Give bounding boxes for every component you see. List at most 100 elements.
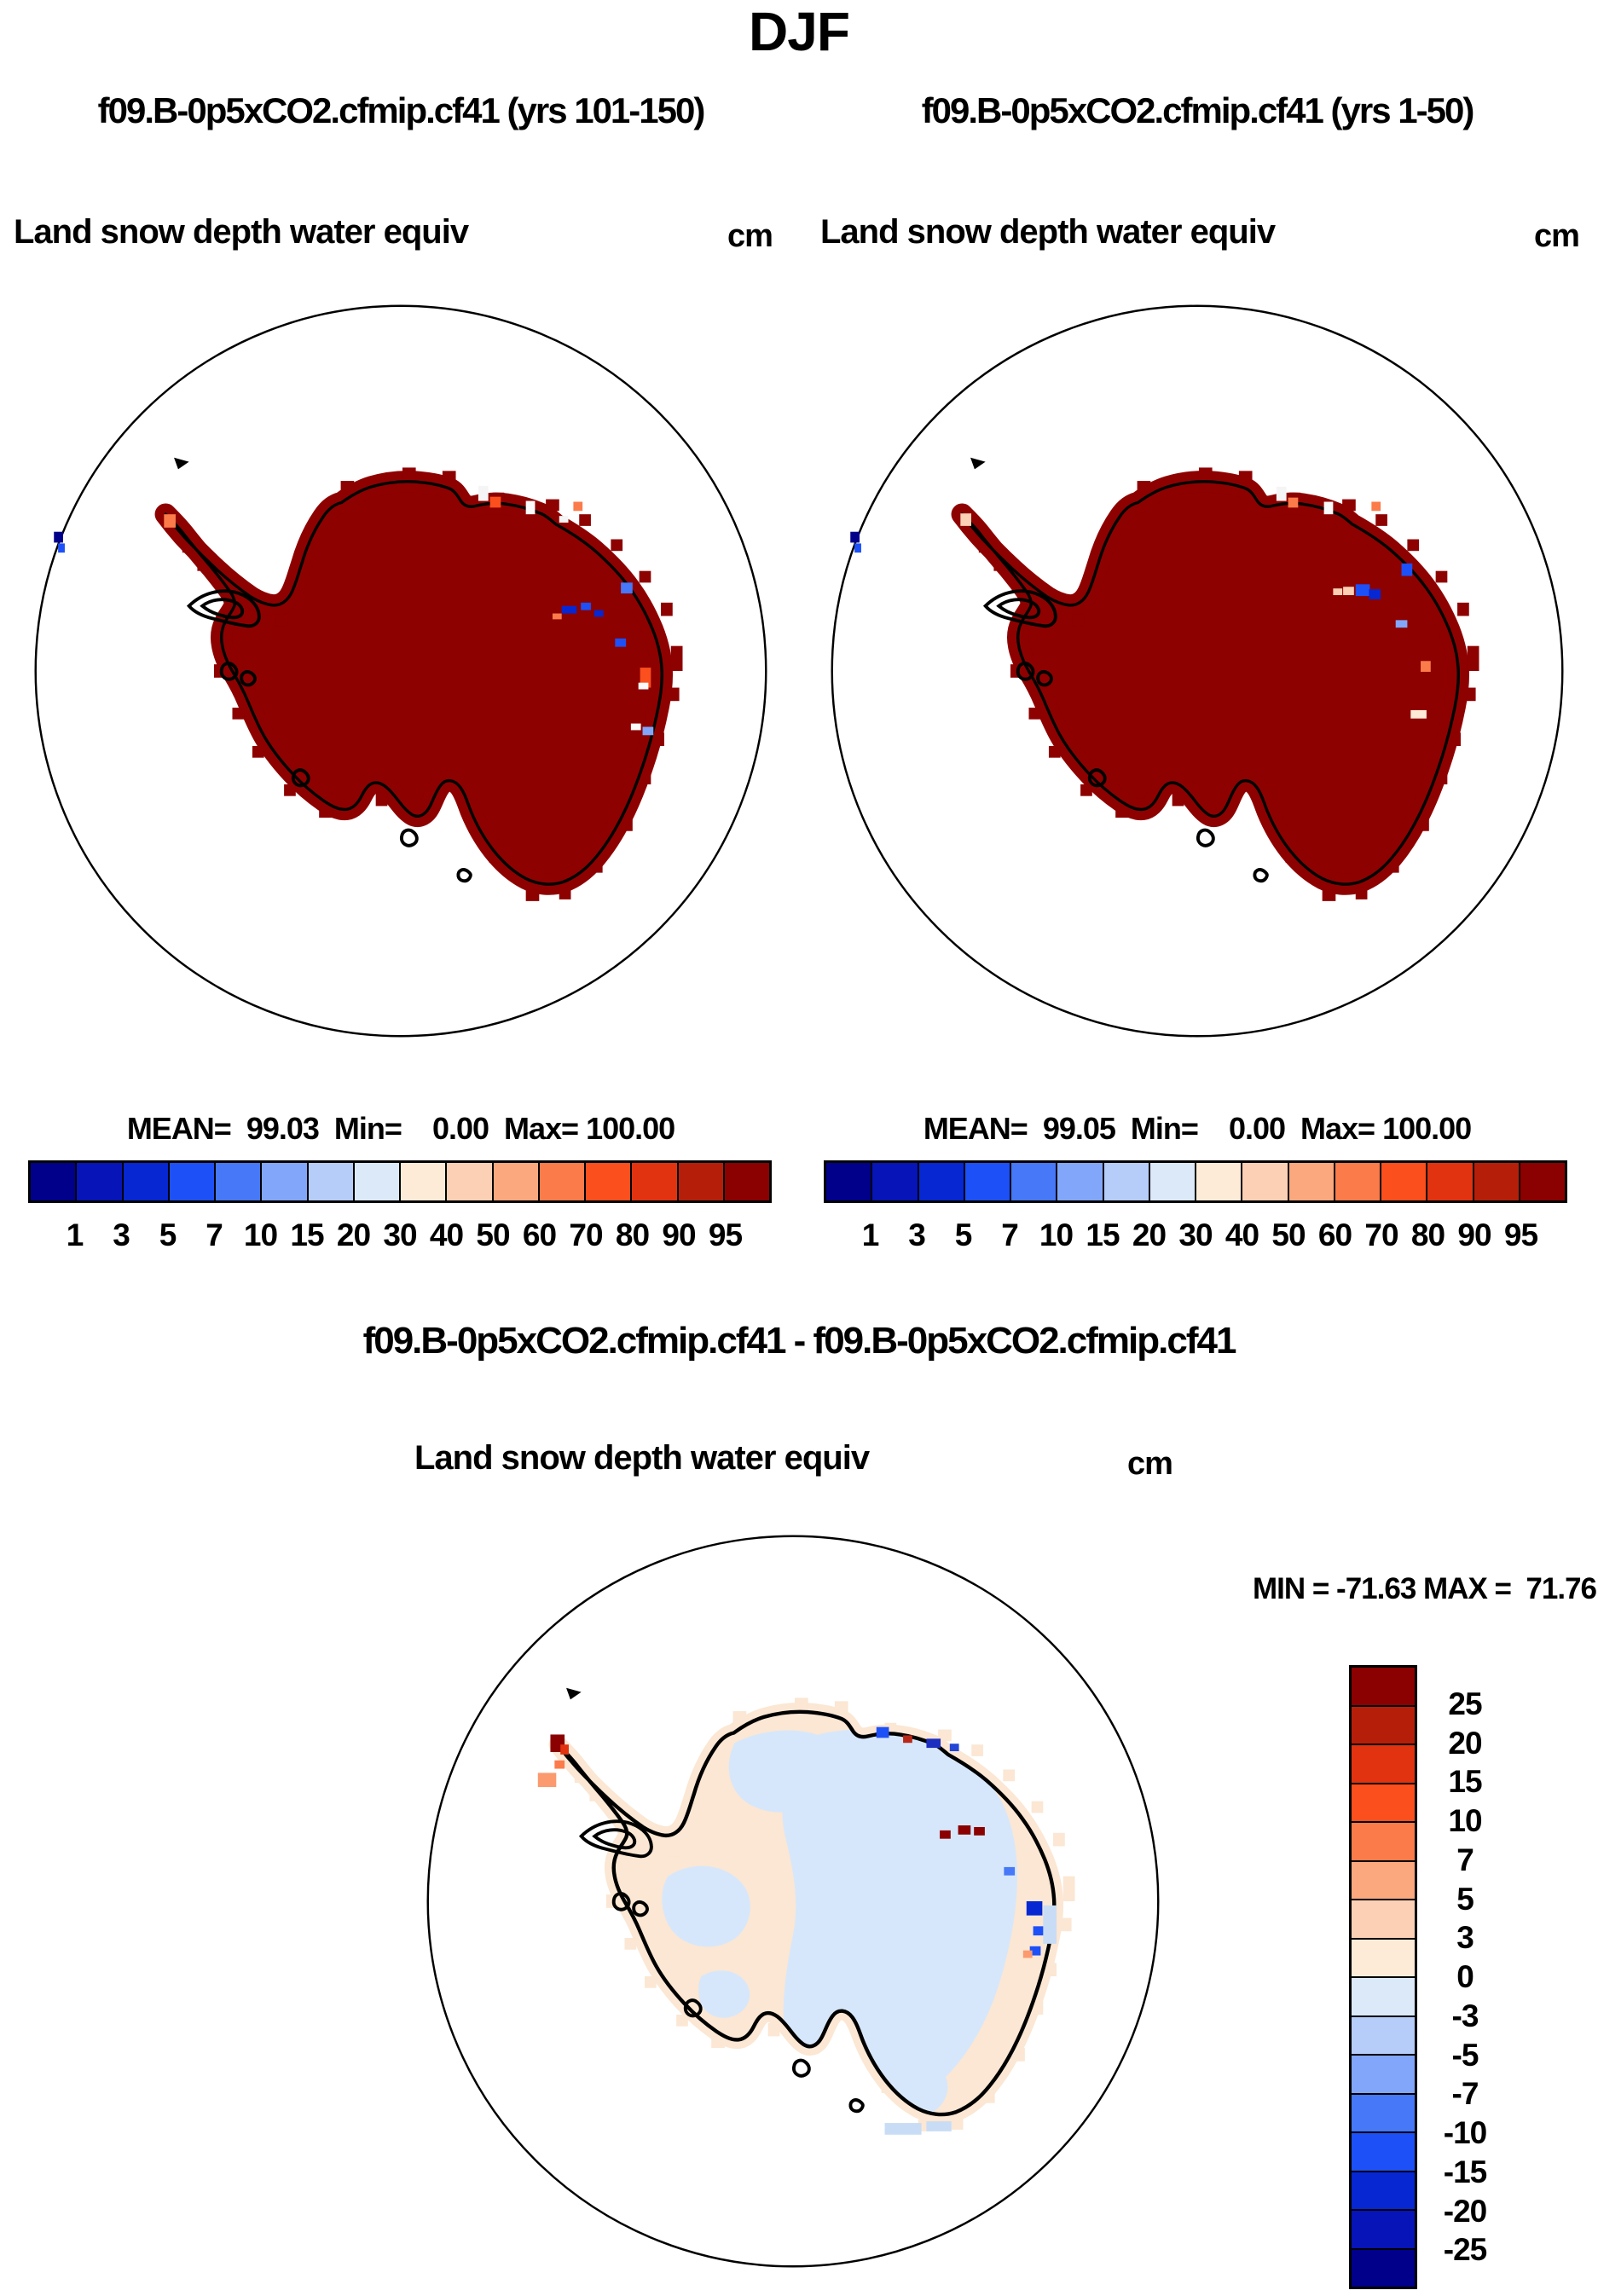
colorbar-cell	[1352, 1978, 1415, 2017]
anomaly-cell	[1033, 1926, 1045, 1936]
colorbar-tick-label: 30	[383, 1217, 417, 1252]
colorbar-cell	[216, 1163, 263, 1200]
anomaly-cell	[1323, 501, 1334, 515]
colorbar-tick-label: 70	[569, 1217, 603, 1252]
colorbar-cell	[724, 1163, 769, 1200]
colorbar-cell	[1352, 1939, 1415, 1978]
colorbar-cell	[1520, 1163, 1565, 1200]
anomaly-cell	[642, 726, 654, 736]
colorbar-tick-label: 3	[908, 1217, 926, 1252]
colorbar-cell	[1352, 2056, 1415, 2095]
anomaly-cell	[854, 543, 861, 553]
anomaly-cell	[54, 531, 63, 543]
right-field-label: Land snow depth water equiv	[820, 213, 1276, 251]
colorbar-cell	[1352, 1784, 1415, 1823]
colorbar-cell	[1057, 1163, 1104, 1200]
anomaly-cell	[1410, 709, 1427, 719]
colorbar-cell	[1352, 2211, 1415, 2250]
diff-map-anomaly-cells	[537, 1726, 1057, 2135]
colorbar-cell	[401, 1163, 448, 1200]
right-panel-title: f09.B-0p5xCO2.cfmip.cf41 (yrs 1-50)	[921, 90, 1475, 130]
colorbar-cell	[539, 1163, 586, 1200]
left-colorbar	[28, 1160, 772, 1203]
colorbar-tick-label: 25	[1448, 1686, 1482, 1721]
colorbar-cell	[493, 1163, 540, 1200]
anomaly-cell	[489, 496, 501, 508]
anomaly-cell	[537, 1773, 557, 1788]
colorbar-cell	[632, 1163, 679, 1200]
colorbar-cell	[1352, 1706, 1415, 1745]
anomaly-cell	[1401, 563, 1413, 576]
left-panel-title: f09.B-0p5xCO2.cfmip.cf41 (yrs 101-150)	[97, 90, 706, 130]
anomaly-cell	[974, 1826, 985, 1836]
anomaly-cell	[1369, 589, 1381, 599]
colorbar-cell	[918, 1163, 965, 1200]
colorbar-cell	[1381, 1163, 1428, 1200]
anomaly-cell	[1395, 620, 1408, 628]
anomaly-cell	[926, 1738, 941, 1749]
diff-units-label: cm	[1127, 1446, 1173, 1482]
colorbar-cell	[964, 1163, 1011, 1200]
colorbar-tick-label: 50	[476, 1217, 510, 1252]
colorbar-tick-label: 5	[1456, 1881, 1474, 1917]
anomaly-cell	[876, 1726, 889, 1738]
colorbar-cell	[1352, 2094, 1415, 2133]
anomaly-cell	[573, 501, 583, 512]
anomaly-cell	[850, 531, 860, 543]
colorbar-cell	[354, 1163, 401, 1200]
colorbar-tick-label: 95	[708, 1217, 743, 1252]
left-units-label: cm	[727, 218, 773, 254]
anomaly-cell	[949, 1744, 959, 1751]
colorbar-cell	[123, 1163, 170, 1200]
colorbar-cell	[1474, 1163, 1520, 1200]
anomaly-cell	[940, 1830, 951, 1839]
colorbar-cell	[1352, 2172, 1415, 2211]
colorbar-tick-label: 20	[336, 1217, 371, 1252]
anomaly-cell	[1333, 588, 1343, 596]
colorbar-cell	[262, 1163, 309, 1200]
colorbar-tick-label: 60	[1317, 1217, 1352, 1252]
colorbar-cell	[1352, 1900, 1415, 1940]
colorbar-cell	[1242, 1163, 1289, 1200]
anomaly-cell	[561, 605, 577, 614]
anomaly-cell	[1276, 486, 1287, 501]
colorbar-tick-label: 0	[1456, 1959, 1474, 1994]
colorbar-tick-label: -20	[1443, 2193, 1487, 2229]
colorbar-tick-label: 95	[1503, 1217, 1538, 1252]
anomaly-cell	[164, 514, 176, 528]
colorbar-tick-label: 70	[1364, 1217, 1398, 1252]
colorbar-cell	[1149, 1163, 1196, 1200]
colorbar-tick-label: 7	[1001, 1217, 1019, 1252]
colorbar-cell	[826, 1163, 873, 1200]
right-colorbar-ticks: 1 3 5 7 10 15 20 30 40 50 60 70 80 90 95	[824, 1217, 1567, 1253]
colorbar-cell	[1352, 1861, 1415, 1900]
anomaly-cell	[958, 1825, 971, 1835]
left-field-label: Land snow depth water equiv	[14, 213, 469, 251]
colorbar-tick-label: -3	[1451, 1998, 1479, 2033]
colorbar-tick-label: 20	[1448, 1725, 1482, 1761]
colorbar-tick-label: 30	[1178, 1217, 1213, 1252]
colorbar-tick-label: 10	[1448, 1803, 1482, 1838]
colorbar-cell	[1427, 1163, 1474, 1200]
anomaly-cell	[552, 613, 562, 620]
anomaly-cell	[554, 1760, 565, 1769]
colorbar-cell	[1352, 2016, 1415, 2056]
colorbar-cell	[169, 1163, 216, 1200]
right-units-label: cm	[1534, 218, 1580, 254]
colorbar-cell	[1288, 1163, 1335, 1200]
colorbar-cell	[586, 1163, 633, 1200]
colorbar-tick-label: 5	[954, 1217, 973, 1252]
anomaly-cell	[903, 1735, 912, 1744]
colorbar-tick-label: -5	[1451, 2037, 1479, 2073]
colorbar-cell	[678, 1163, 725, 1200]
colorbar-tick-label: 3	[113, 1217, 130, 1252]
colorbar-tick-label: 15	[290, 1217, 324, 1252]
map-left-yrs101-150	[26, 296, 776, 1046]
colorbar-tick-label: 1	[861, 1217, 880, 1252]
colorbar-cell	[1103, 1163, 1150, 1200]
colorbar-tick-label: 10	[243, 1217, 278, 1252]
colorbar-tick-label: 7	[206, 1217, 223, 1252]
colorbar-tick-label: 5	[159, 1217, 177, 1252]
colorbar-tick-label: 7	[1456, 1842, 1474, 1877]
anomaly-cell	[525, 500, 536, 515]
